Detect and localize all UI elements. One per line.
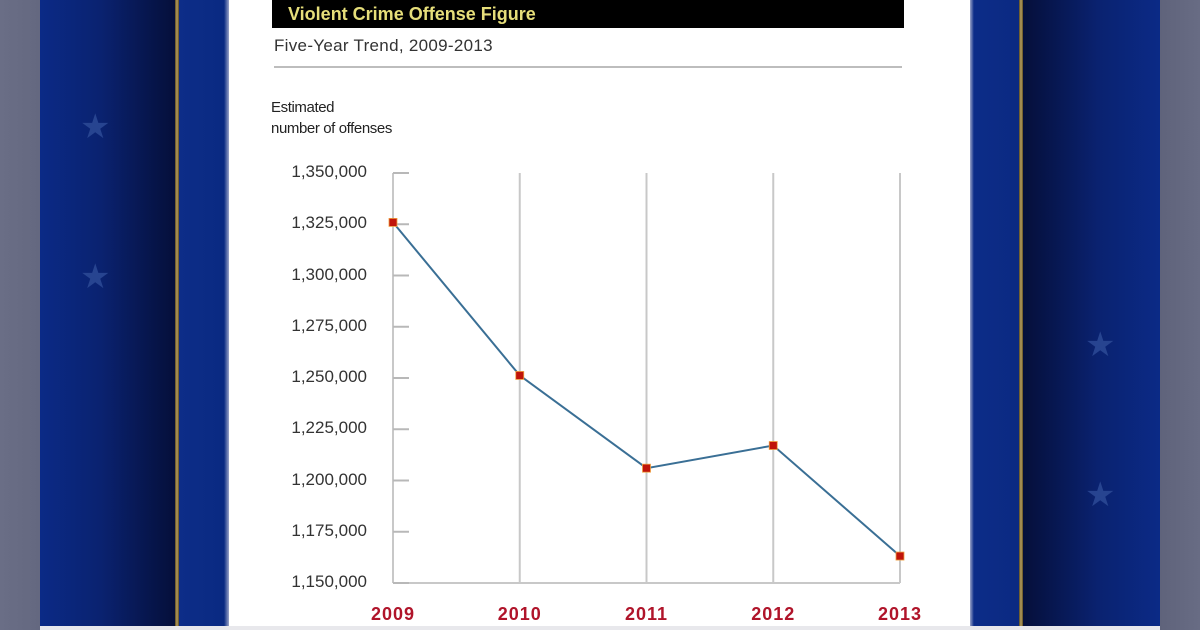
y-tick-label: 1,325,000 (291, 213, 367, 233)
data-point-marker (768, 441, 778, 450)
fbi-banner-left: ★ ★ THE FBI FEDERAL BUREAU OF INVESTIGAT… (40, 0, 175, 626)
chart-card: Violent Crime Offense Figure Five-Year T… (229, 0, 970, 626)
data-point-marker (642, 463, 651, 473)
x-tick-label: 2013 (877, 604, 923, 624)
x-tick-label: 2010 (497, 604, 542, 624)
x-tick-label: 2009 (370, 604, 416, 624)
data-point-marker (515, 371, 525, 380)
line-plot (388, 172, 905, 584)
y-tick-label: 1,275,000 (291, 315, 367, 335)
y-tick-label: 1,350,000 (291, 162, 367, 181)
y-tick-label: 1,175,000 (291, 520, 367, 540)
y-axis-label: Estimated number of offenses (271, 97, 392, 139)
y-tick-label: 1,150,000 (291, 572, 367, 591)
fbi-logo-left: THE FBI FEDERAL BUREAU OF INVESTIGATION (162, 63, 175, 623)
blue-strip (970, 0, 1019, 626)
y-tick-label: 1,250,000 (291, 367, 367, 386)
gold-stripe (1019, 0, 1023, 626)
brand-fbi: FBI (162, 487, 175, 589)
data-point-marker (895, 551, 905, 561)
gold-stripe (175, 0, 179, 626)
star-icon: ★ (80, 258, 111, 296)
x-tick-label: 2012 (751, 604, 796, 624)
data-point-marker (388, 218, 398, 227)
right-margin (1160, 0, 1200, 630)
y-axis-label-line1: Estimated (271, 99, 335, 116)
blue-strip (179, 0, 229, 626)
chart-title: Violent Crime Offense Figure (288, 4, 536, 24)
y-axis-label-line2: number of offenses (271, 120, 392, 137)
chart-subtitle: Five-Year Trend, 2009-2013 (274, 36, 493, 55)
title-bar: Violent Crime Offense Figure (272, 0, 904, 28)
divider (274, 66, 902, 68)
left-margin (0, 0, 40, 630)
y-tick-label: 1,225,000 (291, 418, 367, 438)
star-icon: ★ (1085, 326, 1116, 364)
bottom-border (40, 626, 1160, 630)
y-tick-label: 1,200,000 (291, 469, 367, 489)
y-tick-label: 1,300,000 (291, 264, 367, 284)
x-tick-label: 2011 (624, 604, 669, 624)
star-icon: ★ (1085, 476, 1116, 514)
star-icon: ★ (80, 108, 111, 146)
fbi-banner-right: ★ ★ THE FBI FEDERAL BUREAU OF INVESTIGAT… (1023, 0, 1160, 626)
